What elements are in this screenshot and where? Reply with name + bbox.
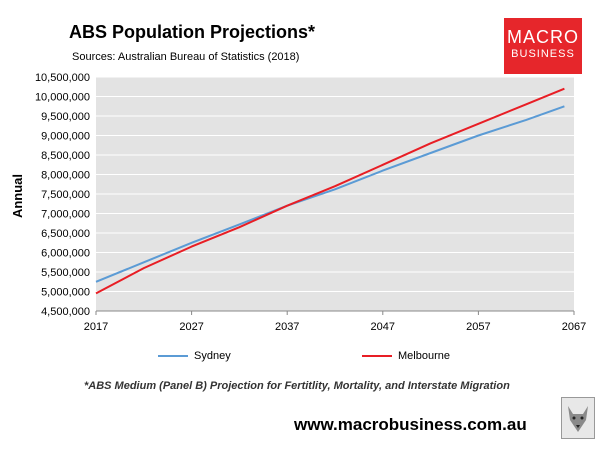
x-tick-label: 2037: [275, 321, 299, 333]
logo-line-1: MACRO: [507, 27, 579, 47]
legend-item-melbourne: Melbourne: [362, 350, 450, 362]
y-tick-label: 6,500,000: [41, 228, 90, 240]
y-tick-label: 9,500,000: [41, 111, 90, 123]
chart-title: ABS Population Projections*: [69, 22, 316, 42]
y-tick-label: 5,000,000: [41, 287, 90, 299]
y-tick-label: 10,000,000: [35, 92, 90, 104]
legend-label-sydney: Sydney: [194, 350, 231, 362]
y-tick-label: 10,500,000: [35, 72, 90, 84]
wolf-logo-icon: [561, 397, 595, 439]
x-tick-label: 2057: [466, 321, 490, 333]
population-chart: 4,500,000 5,000,000 5,500,000 6,000,000 6,50…: [10, 72, 586, 333]
y-tick-label: 5,500,000: [41, 267, 90, 279]
x-tick-label: 2067: [562, 321, 586, 333]
y-axis-label: Annual: [10, 174, 25, 218]
legend-swatch-sydney: [158, 355, 188, 357]
website-url[interactable]: www.macrobusiness.com.au: [294, 415, 527, 434]
legend-label-melbourne: Melbourne: [398, 350, 450, 362]
y-tick-label: 8,000,000: [41, 170, 90, 182]
chart-sources: Sources: Australian Bureau of Statistics…: [72, 51, 300, 63]
y-tick-label: 7,000,000: [41, 209, 90, 221]
y-tick-label: 8,500,000: [41, 150, 90, 162]
y-tick-label: 4,500,000: [41, 306, 90, 318]
y-tick-label: 6,000,000: [41, 248, 90, 260]
x-tick-label: 2017: [84, 321, 108, 333]
series-line-melbourne: [95, 87, 565, 295]
series-line-sydney: [95, 105, 565, 283]
footnote: *ABS Medium (Panel B) Projection for Fer…: [84, 380, 510, 392]
legend-item-sydney: Sydney: [158, 350, 231, 362]
y-tick-label: 7,500,000: [41, 189, 90, 201]
macrobusiness-logo: MACRO BUSINESS: [504, 18, 582, 74]
x-tick-label: 2027: [179, 321, 203, 333]
x-tick-label: 2047: [371, 321, 395, 333]
logo-line-2: BUSINESS: [511, 48, 575, 60]
y-tick-label: 9,000,000: [41, 131, 90, 143]
legend-swatch-melbourne: [362, 355, 392, 357]
